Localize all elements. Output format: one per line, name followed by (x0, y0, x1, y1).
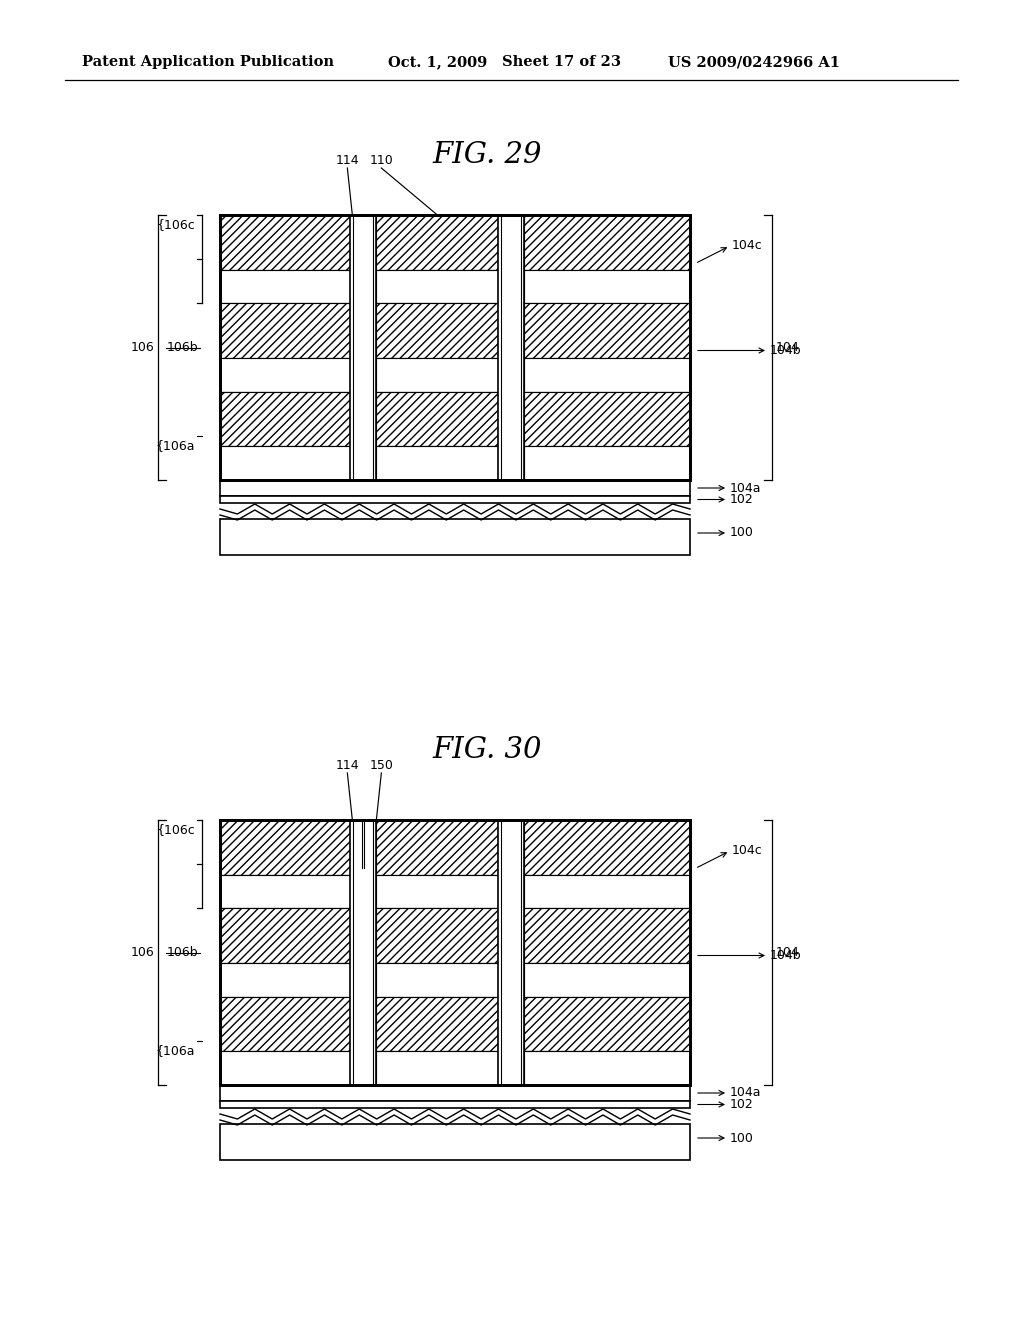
Bar (524, 875, 690, 908)
Text: 106b: 106b (166, 946, 198, 960)
Bar (377, 908, 499, 964)
Bar (524, 358, 690, 392)
Bar (220, 496, 690, 503)
Bar (220, 1125, 690, 1160)
Bar (220, 997, 350, 1052)
Text: {106a: {106a (156, 438, 195, 451)
Bar (524, 908, 690, 964)
Bar (377, 304, 499, 358)
Bar (524, 964, 690, 997)
Bar (524, 1052, 690, 1085)
Text: FIG. 29: FIG. 29 (432, 141, 542, 169)
Text: 104c: 104c (732, 845, 763, 858)
Bar (524, 446, 690, 480)
Bar (220, 480, 690, 496)
Text: FIG. 30: FIG. 30 (432, 737, 542, 764)
Bar (220, 269, 350, 304)
Text: Sheet 17 of 23: Sheet 17 of 23 (502, 55, 621, 69)
Bar (220, 446, 350, 480)
Text: 104: 104 (776, 946, 800, 960)
Bar (220, 358, 350, 392)
Bar (220, 908, 350, 964)
Bar (220, 519, 690, 554)
Text: 106b: 106b (166, 341, 198, 354)
Bar (220, 820, 350, 875)
Text: 110: 110 (370, 154, 393, 168)
Text: 104: 104 (776, 341, 800, 354)
Bar (377, 1052, 499, 1085)
Text: 104b: 104b (770, 345, 802, 356)
Bar (220, 1101, 690, 1107)
Bar (377, 446, 499, 480)
Text: 100: 100 (730, 527, 754, 540)
Text: 104b: 104b (770, 949, 802, 962)
Text: Oct. 1, 2009: Oct. 1, 2009 (388, 55, 487, 69)
Bar (377, 997, 499, 1052)
Text: {106a: {106a (156, 1044, 195, 1057)
Bar (499, 215, 524, 480)
Bar (377, 269, 499, 304)
Bar (377, 358, 499, 392)
Bar (350, 215, 377, 480)
Bar (220, 1085, 690, 1101)
Bar (377, 392, 499, 446)
Text: 104a: 104a (730, 1086, 762, 1100)
Text: 102: 102 (730, 1098, 754, 1111)
Bar (220, 964, 350, 997)
Bar (350, 820, 377, 1085)
Text: 104a: 104a (730, 482, 762, 495)
Bar (220, 392, 350, 446)
Text: 100: 100 (730, 1131, 754, 1144)
Text: 106: 106 (130, 341, 154, 354)
Bar (220, 215, 690, 480)
Bar (524, 820, 690, 875)
Text: US 2009/0242966 A1: US 2009/0242966 A1 (668, 55, 840, 69)
Bar (220, 1052, 350, 1085)
Text: 114: 114 (336, 154, 359, 168)
Text: 102: 102 (730, 492, 754, 506)
Text: 106: 106 (130, 946, 154, 960)
Bar (377, 875, 499, 908)
Bar (524, 215, 690, 269)
Bar (377, 215, 499, 269)
Text: {106c: {106c (157, 218, 195, 231)
Bar (524, 392, 690, 446)
Bar (524, 304, 690, 358)
Bar (220, 304, 350, 358)
Text: 150: 150 (370, 759, 393, 772)
Bar (377, 820, 499, 875)
Bar (524, 997, 690, 1052)
Text: 114: 114 (336, 759, 359, 772)
Bar (220, 215, 350, 269)
Bar (499, 820, 524, 1085)
Bar (220, 875, 350, 908)
Bar (220, 820, 690, 1085)
Bar (524, 269, 690, 304)
Bar (377, 964, 499, 997)
Text: 104c: 104c (732, 239, 763, 252)
Text: Patent Application Publication: Patent Application Publication (82, 55, 334, 69)
Text: {106c: {106c (157, 822, 195, 836)
